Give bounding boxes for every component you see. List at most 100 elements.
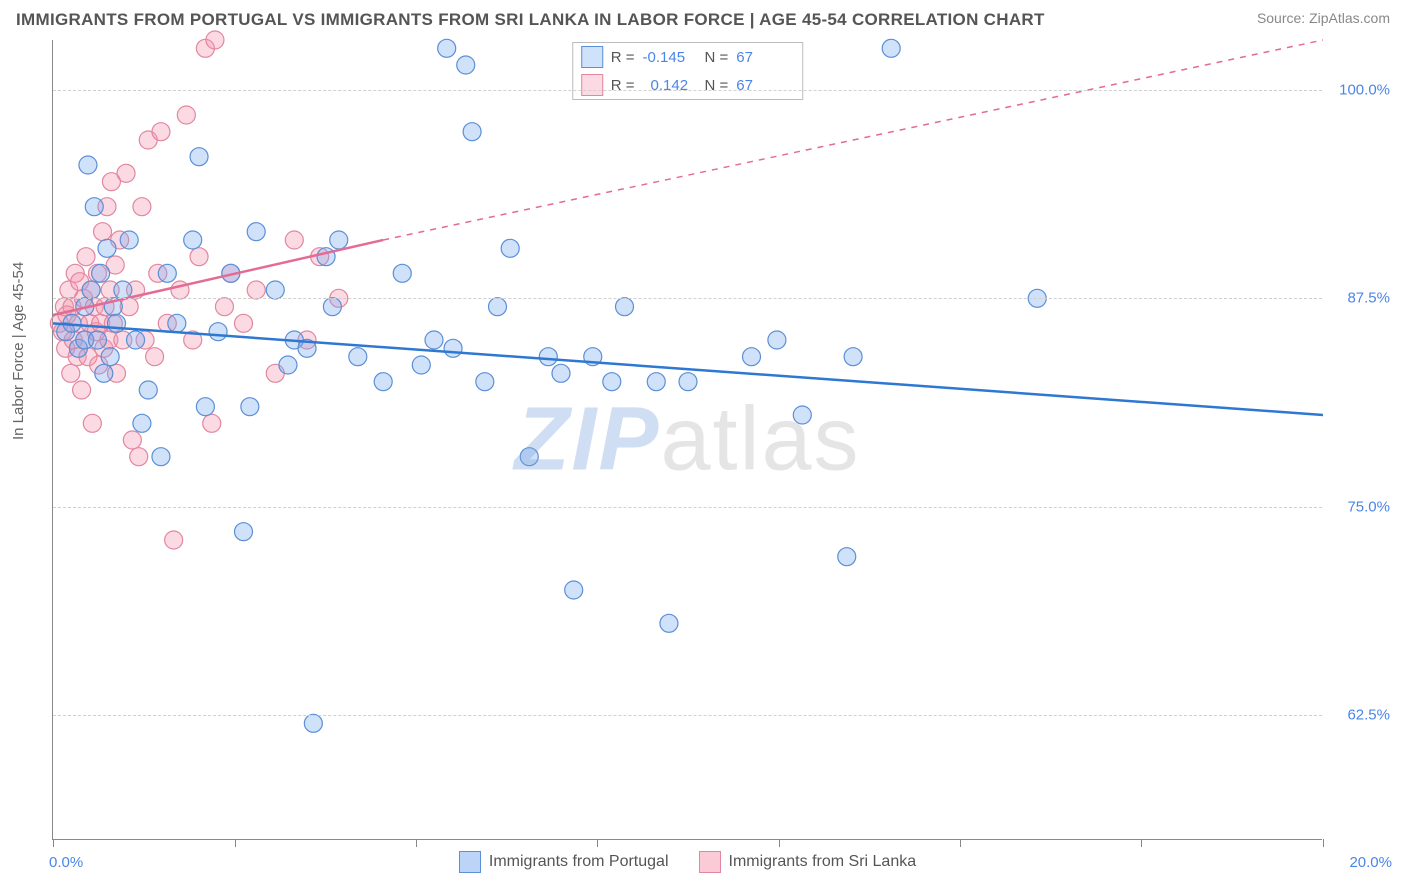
x-tick-label-left: 0.0% — [49, 854, 83, 871]
scatter-point — [844, 348, 862, 366]
chart-title: IMMIGRANTS FROM PORTUGAL VS IMMIGRANTS F… — [16, 10, 1045, 30]
r-value-portugal: -0.145 — [643, 49, 697, 66]
scatter-point — [196, 398, 214, 416]
scatter-point — [743, 348, 761, 366]
scatter-point — [247, 281, 265, 299]
scatter-point — [82, 281, 100, 299]
scatter-point — [349, 348, 367, 366]
scatter-point — [552, 364, 570, 382]
y-tick-label: 75.0% — [1330, 498, 1390, 515]
scatter-point — [247, 223, 265, 241]
x-tick-label-right: 20.0% — [1349, 854, 1392, 871]
scatter-point — [94, 223, 112, 241]
scatter-point — [117, 164, 135, 182]
scatter-point — [489, 298, 507, 316]
gridline-h — [53, 90, 1322, 91]
scatter-point — [92, 264, 110, 282]
gridline-h — [53, 507, 1322, 508]
scatter-point — [114, 281, 132, 299]
scatter-point — [457, 56, 475, 74]
scatter-point — [603, 373, 621, 391]
legend-label-portugal: Immigrants from Portugal — [489, 853, 669, 871]
correlation-legend: R = -0.145 N = 67 R = 0.142 N = 67 — [572, 42, 804, 100]
n-value-portugal: 67 — [736, 49, 790, 66]
y-tick-label: 62.5% — [1330, 707, 1390, 724]
scatter-point — [565, 581, 583, 599]
trend-line-srilanka-dashed — [383, 40, 1323, 240]
scatter-point — [127, 331, 145, 349]
legend-item-srilanka: Immigrants from Sri Lanka — [699, 851, 917, 873]
legend-swatch-srilanka-icon — [699, 851, 721, 873]
scatter-point — [374, 373, 392, 391]
scatter-point — [215, 298, 233, 316]
scatter-point — [79, 156, 97, 174]
legend-swatch-portugal-icon — [459, 851, 481, 873]
scatter-point — [235, 523, 253, 541]
scatter-point — [184, 231, 202, 249]
scatter-point — [158, 264, 176, 282]
scatter-point — [304, 714, 322, 732]
scatter-point — [190, 248, 208, 266]
legend-swatch-portugal — [581, 46, 603, 68]
gridline-h — [53, 715, 1322, 716]
x-tick — [53, 839, 54, 847]
scatter-point — [266, 281, 284, 299]
scatter-point — [463, 123, 481, 141]
y-tick-label: 87.5% — [1330, 290, 1390, 307]
scatter-point — [85, 198, 103, 216]
correlation-legend-row-0: R = -0.145 N = 67 — [573, 43, 803, 71]
scatter-point — [425, 331, 443, 349]
scatter-point — [882, 39, 900, 57]
scatter-point — [146, 348, 164, 366]
legend-item-portugal: Immigrants from Portugal — [459, 851, 669, 873]
scatter-point — [444, 339, 462, 357]
source-prefix: Source: — [1257, 10, 1309, 26]
legend-label-srilanka: Immigrants from Sri Lanka — [729, 853, 917, 871]
x-tick — [416, 839, 417, 847]
scatter-point — [77, 248, 95, 266]
scatter-point — [323, 298, 341, 316]
scatter-point — [83, 414, 101, 432]
y-axis-label: In Labor Force | Age 45-54 — [10, 262, 27, 440]
scatter-point — [647, 373, 665, 391]
scatter-point — [62, 364, 80, 382]
x-tick — [235, 839, 236, 847]
scatter-point — [95, 364, 113, 382]
scatter-point — [838, 548, 856, 566]
scatter-point — [139, 381, 157, 399]
scatter-point — [73, 381, 91, 399]
scatter-point — [130, 448, 148, 466]
x-tick — [597, 839, 598, 847]
scatter-point — [235, 314, 253, 332]
scatter-point — [177, 106, 195, 124]
scatter-point — [190, 148, 208, 166]
scatter-point — [279, 356, 297, 374]
scatter-point — [206, 31, 224, 49]
correlation-legend-row-1: R = 0.142 N = 67 — [573, 71, 803, 99]
series-legend: Immigrants from Portugal Immigrants from… — [53, 851, 1322, 873]
scatter-point — [660, 614, 678, 632]
scatter-point — [501, 239, 519, 257]
scatter-point — [520, 448, 538, 466]
scatter-point — [133, 414, 151, 432]
scatter-point — [438, 39, 456, 57]
scatter-point — [168, 314, 186, 332]
scatter-point — [133, 198, 151, 216]
x-tick — [1141, 839, 1142, 847]
scatter-point — [123, 431, 141, 449]
y-tick-label: 100.0% — [1330, 82, 1390, 99]
chart-plot-area: ZIPatlas R = -0.145 N = 67 R = 0.142 N =… — [52, 40, 1322, 840]
x-tick — [1323, 839, 1324, 847]
scatter-point — [679, 373, 697, 391]
x-tick — [960, 839, 961, 847]
scatter-point — [285, 231, 303, 249]
scatter-point — [539, 348, 557, 366]
source-link[interactable]: ZipAtlas.com — [1309, 10, 1390, 26]
scatter-point — [108, 314, 126, 332]
scatter-point — [412, 356, 430, 374]
scatter-point — [330, 231, 348, 249]
scatter-point — [241, 398, 259, 416]
scatter-point — [120, 231, 138, 249]
scatter-point — [101, 348, 119, 366]
scatter-point — [88, 331, 106, 349]
